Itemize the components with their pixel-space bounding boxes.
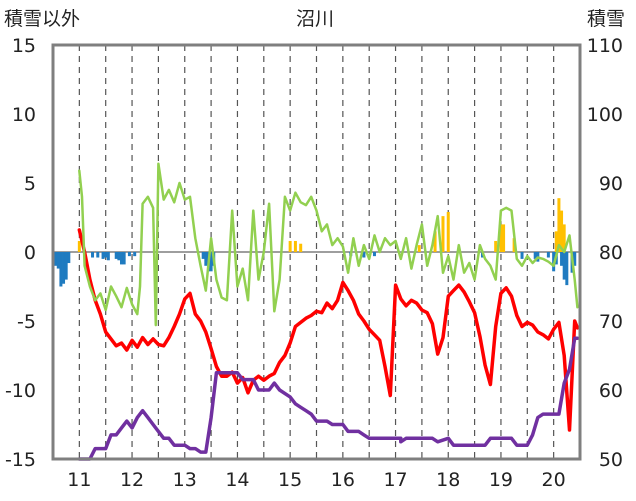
snow-depth-line [77, 336, 580, 461]
negative-bar [372, 252, 376, 257]
right-tick-label: 90 [599, 173, 623, 195]
positive-bar [288, 240, 292, 252]
right-tick-label: 110 [587, 35, 623, 57]
x-tick-label: 15 [278, 469, 302, 491]
negative-bar [573, 252, 577, 266]
positive-bar [299, 243, 303, 252]
x-tick-label: 20 [542, 469, 566, 491]
left-tick-label: -5 [17, 311, 36, 333]
x-tick-label: 13 [173, 469, 197, 491]
negative-bar [59, 252, 63, 287]
negative-bar [201, 252, 205, 259]
left-tick-label: -10 [5, 380, 36, 402]
x-tick-label: 12 [120, 469, 144, 491]
negative-bar [520, 252, 524, 259]
x-tick-label: 17 [383, 469, 407, 491]
negative-bar [54, 252, 58, 266]
negative-bar [91, 252, 95, 258]
negative-bar [533, 252, 537, 259]
positive-bar [433, 231, 437, 252]
positive-bar [293, 240, 297, 252]
positive-bar [417, 245, 421, 252]
negative-bar [565, 252, 569, 286]
negative-bar [546, 252, 550, 258]
right-tick-label: 70 [599, 311, 623, 333]
right-axis-title: 積雪 [587, 8, 626, 30]
x-tick-label: 16 [331, 469, 355, 491]
right-tick-label: 60 [599, 380, 623, 402]
positive-bar [557, 198, 561, 252]
negative-bar [67, 252, 71, 264]
positive-bar [441, 216, 445, 252]
chart-title: 沼川 [296, 8, 335, 30]
negative-bar [133, 252, 137, 257]
x-tick-label: 11 [67, 469, 91, 491]
positive-bar [499, 224, 503, 252]
negative-bar [56, 252, 60, 269]
negative-bar [104, 252, 108, 258]
negative-bar [127, 252, 131, 257]
negative-bar [101, 252, 105, 259]
humidity-like-line [78, 162, 579, 327]
positive-bar [502, 224, 506, 252]
x-tick-label: 14 [225, 469, 249, 491]
positive-bar [554, 231, 558, 252]
negative-bar [106, 252, 110, 261]
negative-bar [62, 252, 66, 284]
negative-bar [117, 252, 121, 261]
negative-bar [562, 252, 566, 280]
negative-bar [209, 252, 213, 272]
positive-bar [494, 240, 498, 252]
negative-bar [560, 252, 564, 266]
negative-bar [120, 252, 124, 265]
negative-bar [114, 252, 118, 259]
left-tick-label: 10 [12, 104, 36, 126]
left-tick-label: -15 [5, 449, 36, 471]
left-tick-label: 5 [24, 173, 36, 195]
right-tick-label: 50 [599, 449, 623, 471]
right-tick-label: 100 [587, 104, 623, 126]
positive-bar [446, 211, 450, 252]
left-axis-title: 積雪以外 [4, 8, 81, 30]
positive-bar [560, 210, 564, 252]
negative-bar [122, 252, 126, 265]
x-tick-label: 19 [489, 469, 513, 491]
negative-bar [96, 252, 100, 258]
negative-bar [64, 252, 68, 280]
left-tick-label: 0 [24, 242, 36, 264]
positive-bar [562, 224, 566, 252]
x-tick-label: 18 [436, 469, 460, 491]
positive-bar [77, 240, 81, 252]
right-tick-label: 80 [599, 242, 623, 264]
left-tick-label: 15 [12, 35, 36, 57]
plot-frame [51, 43, 582, 461]
temperature-line [77, 228, 580, 432]
negative-bar [362, 252, 366, 258]
negative-bar [204, 252, 208, 266]
